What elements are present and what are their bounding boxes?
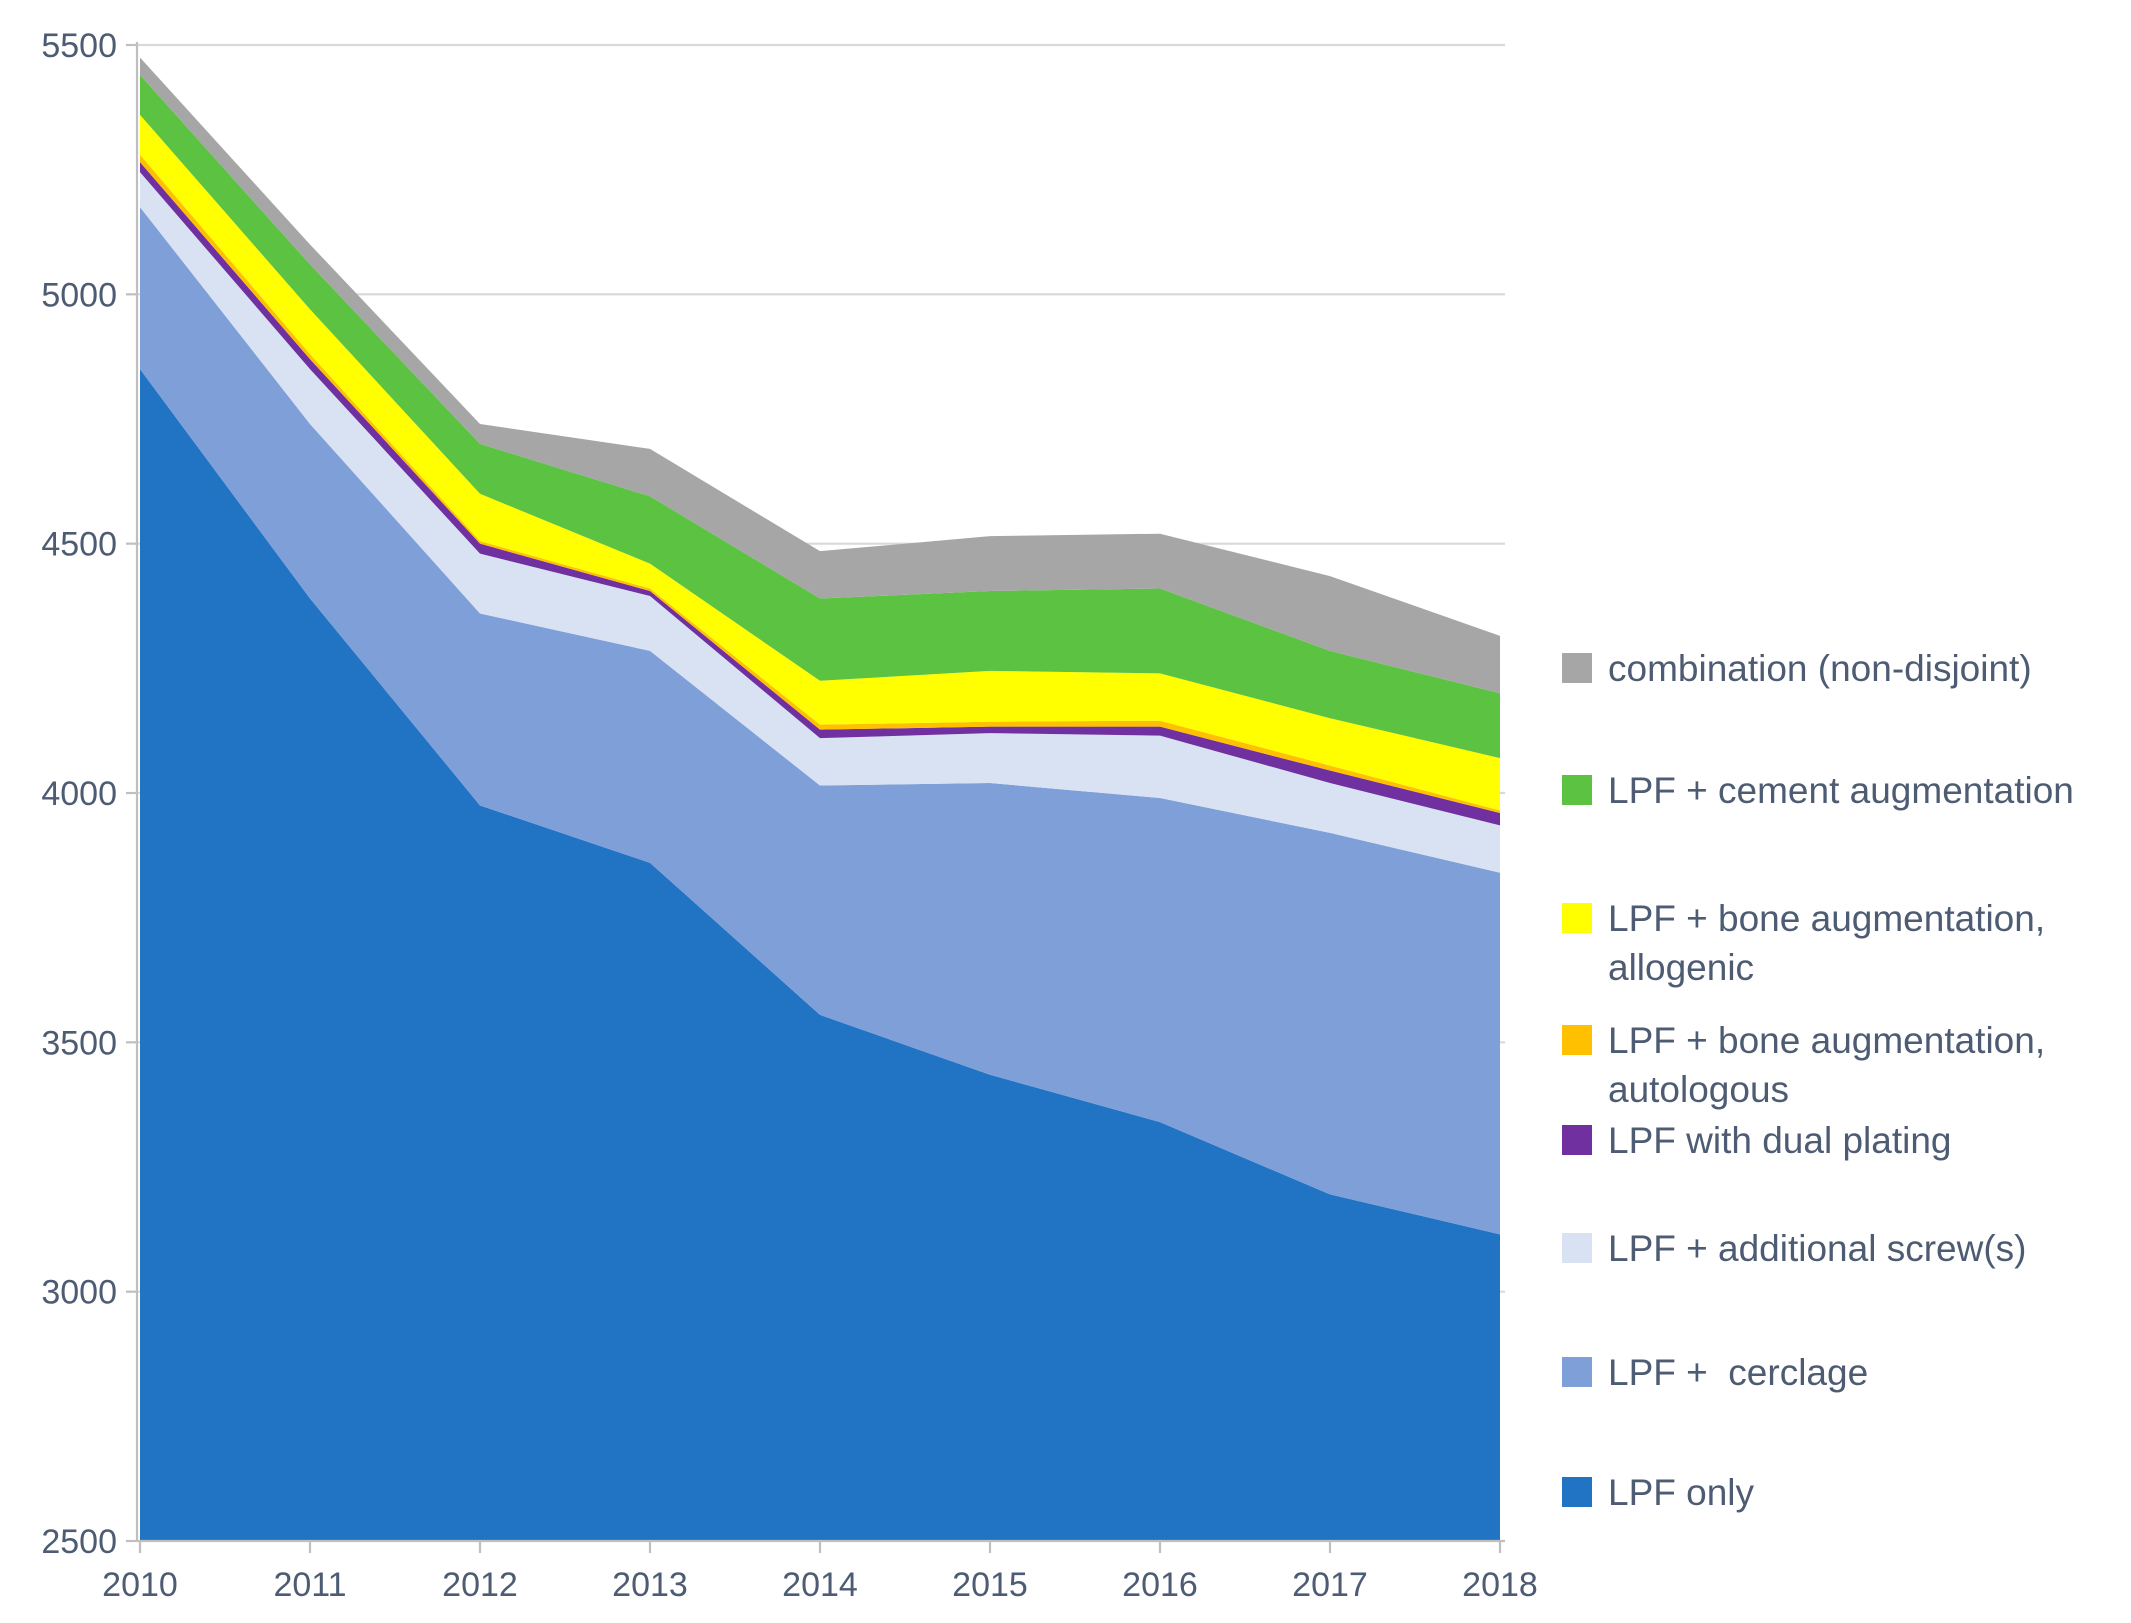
y-tick-label-4500: 4500	[41, 526, 117, 564]
y-tick-label-5500: 5500	[41, 27, 117, 65]
area-lpf-only	[140, 369, 1500, 1542]
area-lpf-additional-screw-s	[140, 172, 1500, 873]
x-tick-label-2010: 2010	[102, 1566, 178, 1604]
y-axis-ticks: 2500 3000 3500 4000 4500 5000 5500	[41, 27, 137, 1561]
x-tick-label-2011: 2011	[273, 1566, 346, 1604]
x-tick-label-2017: 2017	[1292, 1566, 1368, 1604]
y-tick-label-3500: 3500	[41, 1024, 117, 1062]
x-tick-label-2012: 2012	[442, 1566, 518, 1604]
area-lpf-bone-augmentation-allogenic	[140, 114, 1500, 811]
x-tick-label-2016: 2016	[1122, 1566, 1198, 1604]
area-lpf-cement-augmentation	[140, 74, 1500, 759]
x-axis-ticks: 2010 2011 2012 2013 2014 2015 2016 2017 2018	[102, 1541, 1538, 1604]
y-tick-label-5000: 5000	[41, 276, 117, 314]
y-tick-label-2500: 2500	[41, 1523, 117, 1561]
x-tick-label-2014: 2014	[782, 1566, 858, 1604]
x-tick-label-2015: 2015	[952, 1566, 1028, 1604]
x-tick-label-2013: 2013	[612, 1566, 688, 1604]
y-tick-label-4000: 4000	[41, 775, 117, 813]
area-lpf-cerclage	[140, 207, 1500, 1235]
series-areas	[140, 57, 1500, 1542]
area-combination-non-disjoint	[140, 57, 1500, 694]
x-tick-label-2018: 2018	[1462, 1566, 1538, 1604]
y-tick-label-3000: 3000	[41, 1274, 117, 1312]
